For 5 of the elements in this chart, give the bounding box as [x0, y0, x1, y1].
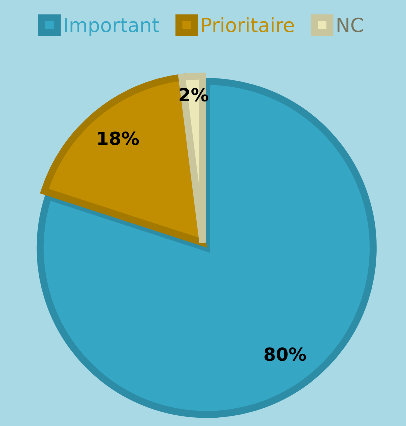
- legend-label: Prioritaire: [202, 18, 294, 33]
- legend-label: NC: [338, 18, 363, 33]
- legend-label: Important: [65, 18, 160, 36]
- data-label: 80%: [264, 348, 306, 362]
- data-label: 18%: [98, 132, 140, 146]
